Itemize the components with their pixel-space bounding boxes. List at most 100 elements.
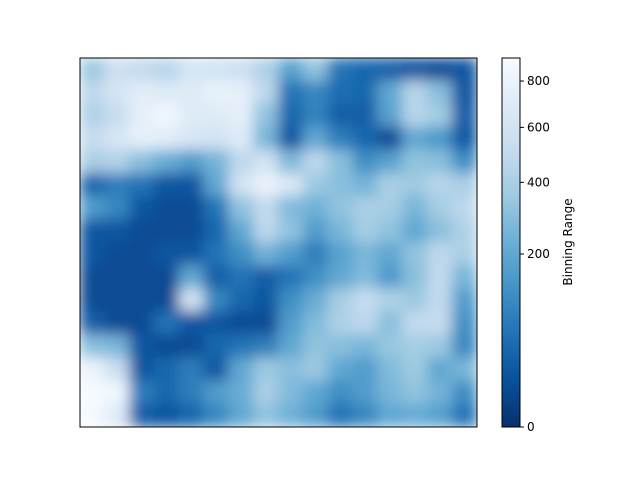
heatmap-cell [352,334,379,359]
heatmap-cell [402,172,428,197]
heatmap-cell [377,403,404,427]
heatmap-cell [377,103,404,128]
heatmap-cell [302,103,329,128]
heatmap-cell [352,103,379,128]
heatmap-cell [178,172,205,197]
heatmap-cell [228,265,255,290]
heatmap-cell [327,80,354,105]
heatmap-cell [451,311,477,336]
heatmap-cell [451,357,477,382]
heatmap-cell [402,265,428,290]
heatmap-cell [104,403,131,427]
colorbar-tick-label: 800 [527,74,550,88]
heatmap-cell [228,311,255,336]
heatmap-cell [80,103,106,128]
heatmap-cell [80,311,106,336]
heatmap-cell [104,357,131,382]
heatmap-cell [228,242,255,267]
heatmap-cell [352,265,379,290]
heatmap-cell [253,357,279,382]
heatmap-cell [178,103,205,128]
heatmap-cell [352,195,379,220]
heatmap-cell [402,357,428,382]
colorbar-tick-label: 400 [527,175,550,189]
heatmap-cell [327,172,354,197]
heatmap-cell [129,172,155,197]
heatmap-cell [352,149,379,174]
heatmap-cell [327,149,354,174]
heatmap-cell [402,380,428,405]
heatmap-cell [203,149,230,174]
heatmap-cell [178,126,205,151]
heatmap-cell [327,195,354,220]
heatmap-cell [451,288,477,313]
heatmap-cell [278,172,304,197]
heatmap-cell [377,195,404,220]
heatmap-cell [302,80,329,105]
heatmap-cell [178,149,205,174]
heatmap-cell [451,103,477,128]
heatmap-cell [402,218,428,243]
heatmap-cell [153,288,180,313]
heatmap-cell [178,265,205,290]
heatmap-cell [327,288,354,313]
heatmap-cell [80,218,106,243]
heatmap-cell [178,80,205,105]
heatmap-cell [253,172,279,197]
heatmap-cell [253,195,279,220]
heatmap-cell [302,403,329,427]
heatmap-cell [80,288,106,313]
heatmap-cell [153,242,180,267]
heatmap-cell [426,334,453,359]
heatmap-cell [129,403,155,427]
heatmap-cell [302,149,329,174]
heatmap-cell [80,242,106,267]
heatmap-cell [451,149,477,174]
heatmap-cell [302,288,329,313]
heatmap-cell [203,126,230,151]
heatmap-cell [278,58,304,82]
heatmap-cell [302,218,329,243]
heatmap-cell [451,58,477,82]
heatmap-cell [203,242,230,267]
heatmap-cells [80,58,477,427]
heatmap-cell [253,380,279,405]
heatmap-cell [129,357,155,382]
heatmap-cell [377,58,404,82]
heatmap-cell [153,403,180,427]
heatmap-cell [104,58,131,82]
heatmap-cell [302,311,329,336]
heatmap-cell [129,149,155,174]
colorbar-tick-label: 200 [527,247,550,261]
heatmap-cell [153,80,180,105]
heatmap-cell [302,172,329,197]
heatmap-cell [203,311,230,336]
heatmap-cell [253,242,279,267]
heatmap-cell [129,195,155,220]
heatmap-cell [178,195,205,220]
heatmap-cell [327,58,354,82]
heatmap-cell [153,218,180,243]
heatmap-cell [80,149,106,174]
heatmap-cell [451,218,477,243]
heatmap-cell [402,149,428,174]
heatmap-cell [253,126,279,151]
heatmap-cell [104,288,131,313]
heatmap-cell [426,288,453,313]
heatmap-cell [426,403,453,427]
heatmap-cell [104,265,131,290]
heatmap-cell [278,242,304,267]
heatmap-cell [178,403,205,427]
heatmap-cell [253,80,279,105]
heatmap-cell [278,380,304,405]
heatmap-cell [178,357,205,382]
heatmap-cell [80,380,106,405]
heatmap-cell [253,311,279,336]
heatmap-cell [426,357,453,382]
heatmap-cell [426,265,453,290]
heatmap-cell [278,265,304,290]
heatmap-cell [327,265,354,290]
heatmap-cell [426,380,453,405]
heatmap-cell [153,311,180,336]
heatmap-cell [302,126,329,151]
